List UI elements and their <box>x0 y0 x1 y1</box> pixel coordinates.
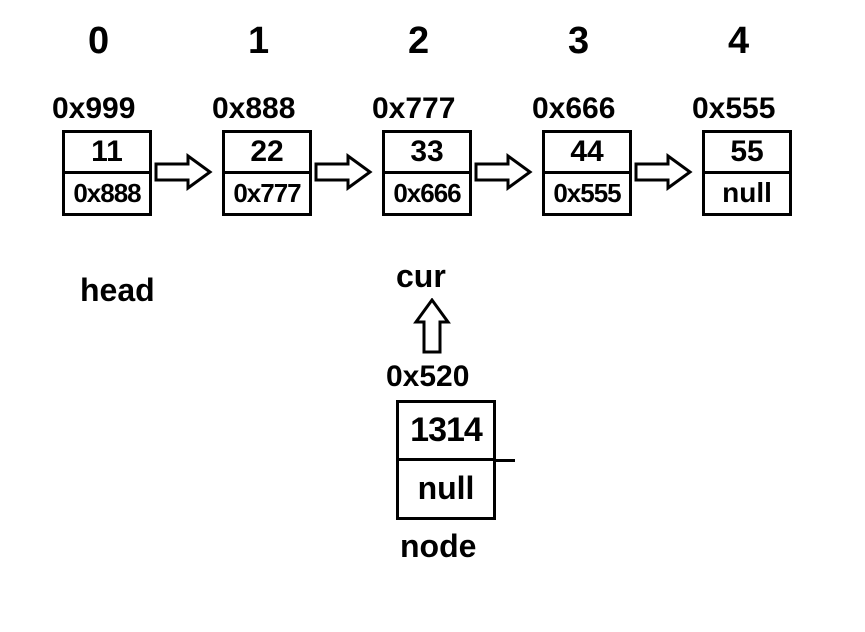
cur-label: cur <box>396 258 446 295</box>
arrow-icon-0 <box>154 152 214 192</box>
node-next: 0x777 <box>225 174 309 212</box>
arrow-icon-1 <box>314 152 374 192</box>
list-node-4: 55 null <box>702 130 792 216</box>
node-value: 33 <box>385 133 469 174</box>
insert-node-value: 1314 <box>399 403 493 461</box>
insert-addr: 0x520 <box>386 360 469 394</box>
arrow-icon-3 <box>634 152 694 192</box>
insert-node-next: null <box>399 461 493 516</box>
index-4: 4 <box>728 20 749 63</box>
addr-1: 0x888 <box>212 92 295 126</box>
node-value: 55 <box>705 133 789 174</box>
node-next: 0x666 <box>385 174 469 212</box>
list-node-3: 44 0x555 <box>542 130 632 216</box>
node-next: null <box>705 174 789 212</box>
addr-3: 0x666 <box>532 92 615 126</box>
index-1: 1 <box>248 20 269 63</box>
arrow-up-icon <box>412 298 452 354</box>
index-3: 3 <box>568 20 589 63</box>
node-next: 0x888 <box>65 174 149 212</box>
node-value: 22 <box>225 133 309 174</box>
node-value: 11 <box>65 133 149 174</box>
node-next: 0x555 <box>545 174 629 212</box>
node-value: 44 <box>545 133 629 174</box>
insert-node: 1314 null <box>396 400 496 520</box>
addr-2: 0x777 <box>372 92 455 126</box>
index-0: 0 <box>88 20 109 63</box>
addr-4: 0x555 <box>692 92 775 126</box>
stray-line <box>493 459 515 462</box>
index-2: 2 <box>408 20 429 63</box>
node-label: node <box>400 528 476 565</box>
list-node-2: 33 0x666 <box>382 130 472 216</box>
addr-0: 0x999 <box>52 92 135 126</box>
list-node-0: 11 0x888 <box>62 130 152 216</box>
arrow-icon-2 <box>474 152 534 192</box>
head-label: head <box>80 272 155 309</box>
list-node-1: 22 0x777 <box>222 130 312 216</box>
